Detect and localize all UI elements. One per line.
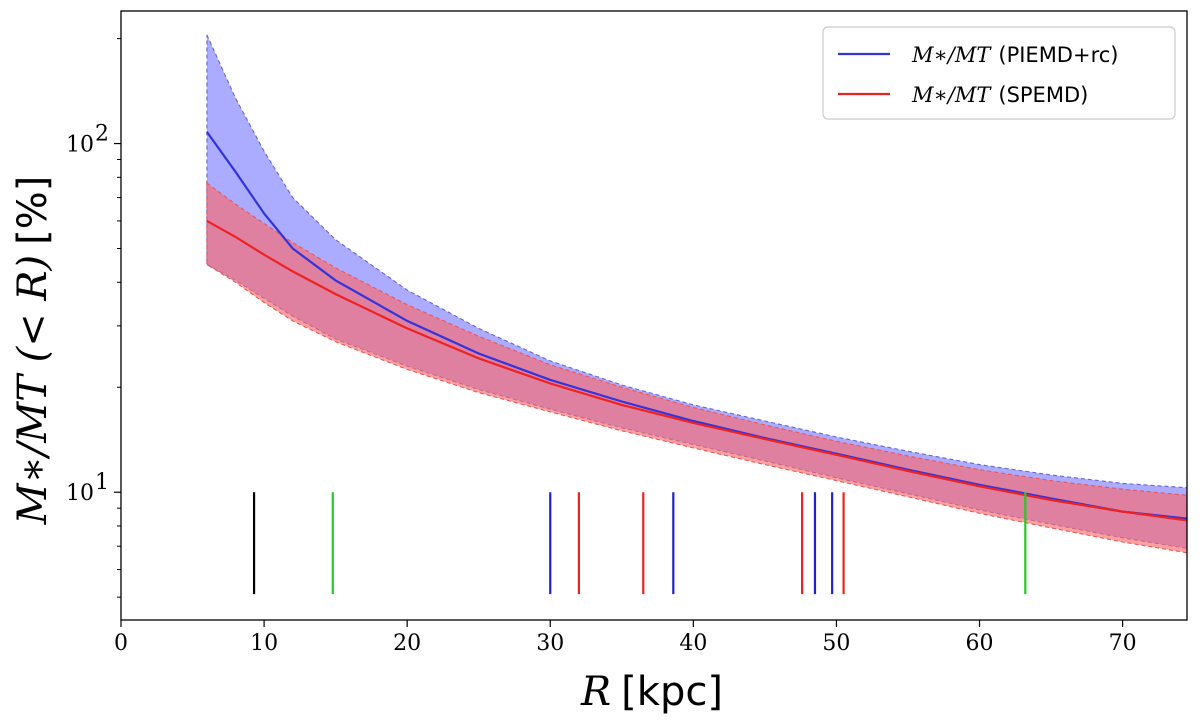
legend-math-piemd: M∗/MT [911, 43, 992, 67]
legend-text-piemd: (PIEMD+rc) [998, 43, 1118, 67]
x-tick-label-40: 40 [679, 631, 707, 656]
x-tick-label-20: 20 [393, 631, 421, 656]
x-tick-label-50: 50 [822, 631, 850, 656]
y-tick-label-100: 10 [66, 133, 94, 158]
x-tick-label-60: 60 [966, 631, 994, 656]
legend-text-spemd: (SPEMD) [998, 83, 1088, 107]
legend: M∗/MT (PIEMD+rc) M∗/MT (SPEMD) [822, 26, 1176, 120]
legend-math-spemd: M∗/MT [911, 83, 992, 107]
y-axis-label: M∗/MT (< R) [%] [10, 176, 56, 526]
legend-entry-spemd: M∗/MT (SPEMD) [911, 83, 1088, 107]
legend-entry-piemd: M∗/MT (PIEMD+rc) [911, 43, 1119, 67]
x-axis-label: R [kpc] [580, 669, 723, 715]
plot-marks [206, 34, 1187, 595]
x-tick-label-0: 0 [114, 631, 128, 656]
plot-frame [120, 10, 1188, 621]
plot-area [206, 34, 1187, 595]
y-tick-exponent-10: 1 [95, 470, 109, 495]
y-axis-label-unit: [%] [10, 176, 56, 245]
x-axis-label-unit: [kpc] [621, 669, 723, 715]
x-tick-label-30: 30 [536, 631, 564, 656]
y-tick-label-10: 10 [66, 481, 94, 506]
x-axis-label-math: R [580, 669, 611, 715]
x-tick-label-70: 70 [1109, 631, 1137, 656]
series-line-spemd [206, 219, 1187, 522]
x-tick-label-10: 10 [250, 631, 278, 656]
series-line-piemd [206, 131, 1187, 520]
y-tick-exponent-100: 2 [95, 122, 109, 147]
y-axis-label-math: M∗/MT (< R) [10, 255, 56, 526]
legend-box [822, 26, 1176, 120]
confidence-band-spemd [206, 182, 1187, 554]
